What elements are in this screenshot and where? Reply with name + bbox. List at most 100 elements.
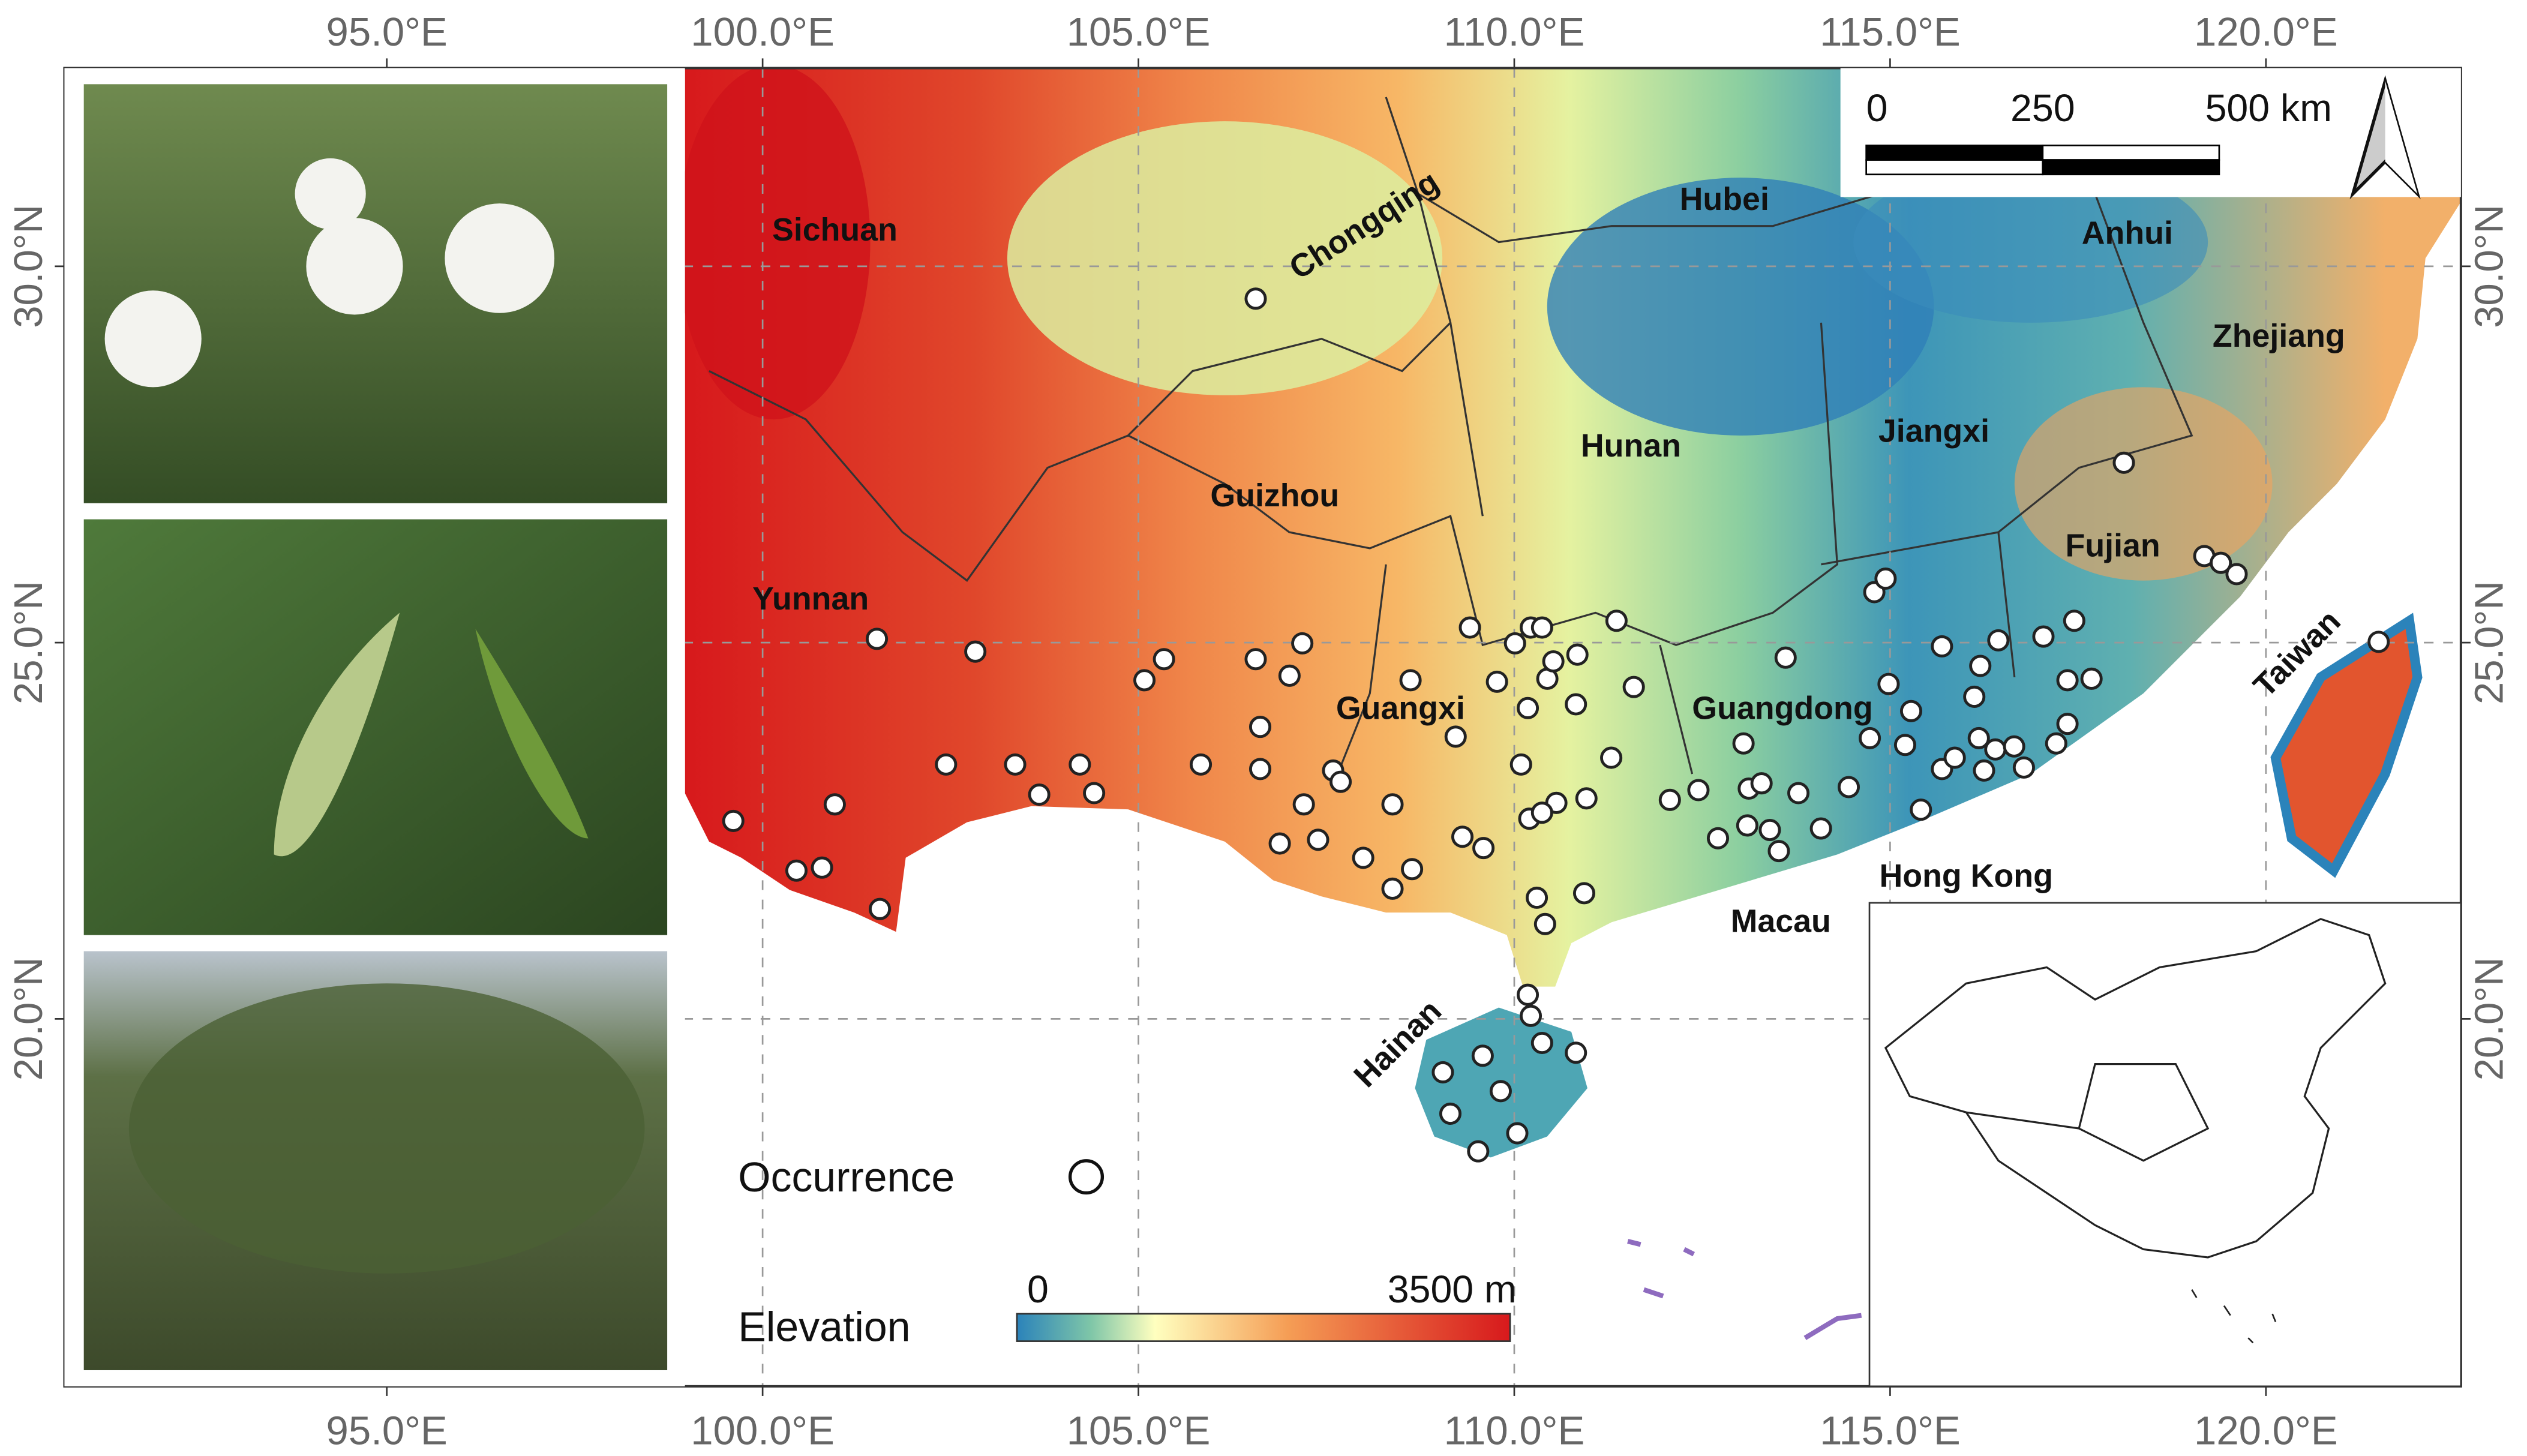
y-tick-label: 20.0°N	[6, 957, 51, 1080]
occurrences	[722, 287, 2390, 1163]
colorbar-label: 0	[1027, 1268, 1049, 1311]
occurrence-point	[1153, 648, 1175, 671]
occurrence-point	[1732, 732, 1755, 755]
region-label: Guizhou	[1210, 478, 1339, 514]
occurrence-point	[2056, 669, 2079, 692]
occurrence-point	[1526, 886, 1548, 909]
occurrence-point	[1893, 734, 1916, 756]
scale-bar: 0 250 500 km	[1840, 68, 2461, 200]
occurrence-point	[1489, 1080, 1512, 1103]
y-tick-label: 25.0°N	[2467, 581, 2512, 704]
occurrence-point	[1736, 814, 1758, 837]
occurrence-point	[1307, 828, 1329, 851]
map-area	[685, 68, 2461, 1386]
region-label: Hunan	[1581, 428, 1681, 464]
x-tick-label: 95.0°E	[326, 1409, 448, 1454]
occurrence-point	[1600, 746, 1623, 769]
y-tick-label: 30.0°N	[6, 205, 51, 328]
occurrence-point	[1565, 693, 1587, 716]
occurrence-point	[1877, 673, 1900, 695]
occurrence-point	[1973, 759, 1995, 782]
x-tick-label: 115.0°E	[1820, 1409, 1961, 1454]
occurrence-point	[1249, 758, 1272, 780]
occurrence-point	[1622, 676, 1645, 698]
x-tick-label: 95.0°E	[326, 10, 448, 55]
occurrence-point	[1899, 700, 1923, 722]
occurrence-point	[1444, 725, 1467, 748]
occurrence-point	[1542, 650, 1565, 673]
region-label: Guangdong	[1692, 691, 1872, 727]
occurrence-point	[1967, 727, 1990, 749]
occurrence-point	[1401, 858, 1424, 881]
scale-label: 250	[2010, 86, 2075, 130]
occurrence-point	[722, 809, 745, 832]
flower	[445, 203, 555, 313]
x-tick-label: 100.0°E	[691, 1409, 835, 1454]
scale-segment	[2042, 159, 2220, 176]
legend-symbol	[1068, 1159, 1105, 1195]
occurrence-point	[1028, 783, 1051, 806]
occurrence-point	[1931, 635, 1953, 658]
scale-segment	[2042, 145, 2220, 161]
region-label: Anhui	[2082, 215, 2173, 251]
x-tick-label: 105.0°E	[1067, 1409, 1211, 1454]
occurrence-point	[2032, 625, 2055, 648]
occurrence-point	[823, 793, 846, 816]
occurrence-point	[1516, 983, 1539, 1006]
scale-segment	[1865, 159, 2044, 176]
occurrence-point	[1943, 746, 1966, 769]
occurrence-point	[1506, 1122, 1529, 1145]
occurrence-point	[2367, 631, 2390, 653]
hills	[2014, 387, 2273, 581]
colorbar-ramp	[1016, 1313, 1511, 1342]
occurrence-point	[1399, 669, 1422, 692]
occurrence-point	[935, 753, 958, 776]
occurrence-point	[866, 628, 889, 650]
occurrence-point	[1969, 655, 1992, 677]
occurrence-point	[1758, 818, 1781, 842]
occurrence-point	[1244, 287, 1267, 310]
occurrence-point	[1190, 753, 1213, 776]
occurrence-point	[1268, 832, 1291, 855]
occurrence-point	[1575, 787, 1598, 810]
colorbar: 0 3500 m	[1016, 1268, 1517, 1342]
region-label: Jiangxi	[1878, 413, 1989, 449]
region-label: Zhejiang	[2213, 318, 2345, 354]
occurrence-point	[1987, 629, 2010, 652]
y-tick-label: 20.0°N	[2467, 957, 2512, 1080]
region-label: Fujian	[2066, 527, 2160, 563]
island	[1627, 1239, 1862, 1340]
occurrence-point	[1381, 877, 1404, 900]
occurrence-point	[1859, 727, 1881, 749]
occurrence-point	[1249, 716, 1272, 738]
occurrence-point	[1244, 648, 1267, 671]
occurrence-point	[1565, 1041, 1587, 1064]
inset-map	[1868, 902, 2462, 1388]
occurrence-point	[1767, 840, 1790, 863]
occurrence-point	[1485, 670, 1508, 693]
x-tick-label: 100.0°E	[691, 10, 835, 55]
region-label: Macau	[1731, 903, 1831, 939]
inset-frame	[1868, 902, 2462, 1388]
flower	[104, 290, 202, 388]
legend: Occurrence Elevation 0 3500 m	[738, 1154, 1516, 1350]
occurrence-point	[1533, 912, 1556, 935]
region-label: Yunnan	[752, 581, 869, 617]
occurrence-point	[2012, 756, 2035, 779]
occurrence-point	[1291, 632, 1314, 655]
x-tick-label: 120.0°E	[2194, 1409, 2338, 1454]
occurrence-point	[1984, 738, 2007, 761]
occurrence-point	[1503, 632, 1526, 655]
china-outline	[1884, 918, 2387, 1259]
islands	[1627, 1239, 1862, 1340]
occurrence-point	[1451, 825, 1474, 848]
occurrence-point	[1566, 643, 1589, 666]
region-label: Sichuan	[772, 212, 898, 248]
occurrence-point	[2056, 713, 2079, 735]
occurrence-point	[1874, 567, 1897, 590]
border	[709, 97, 1452, 582]
occurrence-point	[1431, 1061, 1454, 1083]
islands	[2191, 1289, 2277, 1344]
occurrence-point	[1069, 753, 1091, 776]
